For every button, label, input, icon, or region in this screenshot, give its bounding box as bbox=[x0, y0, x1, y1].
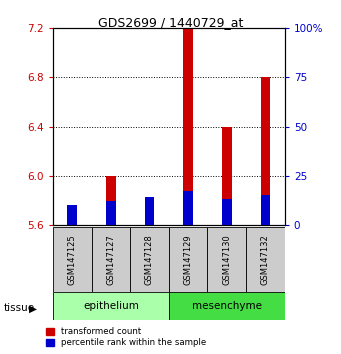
Text: GSM147130: GSM147130 bbox=[222, 234, 231, 285]
Bar bbox=[67, 205, 77, 225]
Text: tissue: tissue bbox=[3, 303, 34, 313]
Bar bbox=[53, 292, 169, 320]
Bar bbox=[183, 192, 193, 225]
Text: epithelium: epithelium bbox=[83, 301, 139, 311]
Text: GSM147132: GSM147132 bbox=[261, 234, 270, 285]
Text: GSM147129: GSM147129 bbox=[183, 234, 193, 285]
Bar bbox=[106, 201, 116, 225]
Bar bbox=[67, 214, 77, 225]
Text: GSM147125: GSM147125 bbox=[68, 234, 77, 285]
Text: mesenchyme: mesenchyme bbox=[192, 301, 262, 311]
Bar bbox=[207, 227, 246, 292]
Bar bbox=[183, 28, 193, 225]
Bar bbox=[53, 227, 91, 292]
Text: GSM147128: GSM147128 bbox=[145, 234, 154, 285]
Text: GSM147127: GSM147127 bbox=[106, 234, 115, 285]
Bar bbox=[169, 227, 207, 292]
Bar bbox=[246, 227, 285, 292]
Bar bbox=[145, 197, 154, 225]
Legend: transformed count, percentile rank within the sample: transformed count, percentile rank withi… bbox=[45, 326, 207, 348]
Bar bbox=[261, 195, 270, 225]
Bar bbox=[261, 78, 270, 225]
Text: ▶: ▶ bbox=[29, 304, 38, 314]
Bar bbox=[130, 227, 169, 292]
Bar bbox=[222, 127, 232, 225]
Bar bbox=[222, 199, 232, 225]
Bar bbox=[91, 227, 130, 292]
Bar bbox=[106, 176, 116, 225]
Bar bbox=[169, 292, 285, 320]
Text: GDS2699 / 1440729_at: GDS2699 / 1440729_at bbox=[98, 17, 243, 29]
Bar bbox=[145, 210, 154, 225]
